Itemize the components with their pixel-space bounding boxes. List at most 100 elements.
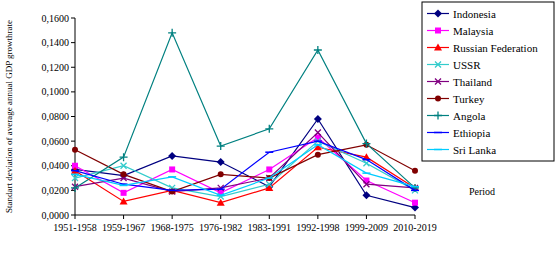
legend-label: Angola	[453, 110, 486, 122]
x-tick	[415, 215, 416, 219]
marker	[168, 190, 176, 192]
legend-line	[427, 132, 449, 133]
y-tick	[71, 42, 75, 43]
y-tick-label: 0,0000	[42, 210, 70, 221]
x-tick	[317, 215, 318, 219]
marker	[315, 152, 321, 158]
legend-label: Malaysia	[453, 25, 493, 37]
x-axis	[75, 215, 415, 216]
y-axis-label: Standart deviation of average annual GDP…	[4, 20, 14, 213]
series-line	[75, 141, 415, 190]
x-axis-label: Period	[469, 186, 495, 197]
legend-label: USSR	[453, 59, 481, 71]
marker	[314, 144, 322, 146]
legend-label: Ethiopia	[453, 127, 490, 139]
marker	[362, 140, 370, 148]
x-tick	[220, 215, 221, 219]
marker	[71, 174, 79, 176]
series-line	[75, 119, 415, 208]
marker	[265, 125, 273, 133]
legend-marker	[434, 112, 442, 120]
y-tick	[71, 91, 75, 92]
marker	[121, 171, 127, 177]
marker	[266, 166, 272, 172]
x-tick-label: 1983-1991	[248, 222, 291, 233]
marker	[362, 159, 370, 161]
y-tick	[71, 67, 75, 68]
legend: Indonesia Malaysia Russian Federation USSR T…	[422, 2, 554, 161]
x-tick-label: 1951-1958	[53, 222, 96, 233]
legend-line	[427, 149, 449, 150]
marker	[314, 140, 322, 142]
legend-marker	[434, 149, 442, 151]
y-tick-label: 0,1200	[42, 62, 70, 73]
marker	[314, 46, 322, 54]
marker	[411, 186, 419, 188]
marker	[411, 190, 419, 192]
legend-label: Thailand	[453, 76, 493, 88]
legend-label: Sri Lanka	[453, 144, 496, 156]
marker	[71, 167, 79, 174]
y-tick-label: 0,0800	[42, 111, 70, 122]
marker	[266, 181, 272, 187]
y-tick	[71, 18, 75, 19]
marker	[265, 151, 273, 153]
marker	[314, 115, 322, 123]
y-tick-label: 0,1600	[42, 13, 70, 24]
series-line	[75, 133, 415, 192]
series-line	[75, 33, 415, 188]
marker	[72, 147, 78, 153]
marker	[71, 170, 79, 172]
marker	[265, 177, 273, 179]
legend-marker	[434, 44, 442, 51]
legend-marker	[434, 132, 442, 134]
series-line	[75, 137, 415, 202]
marker	[72, 175, 78, 181]
y-tick-label: 0,1400	[42, 37, 70, 48]
marker	[121, 190, 127, 196]
legend-marker	[435, 28, 441, 34]
marker	[120, 185, 128, 187]
marker	[362, 191, 370, 199]
marker	[217, 142, 225, 150]
x-tick	[172, 215, 173, 219]
chart: 0,0000 0,0200 0,0400 0,0600 0,0800 0,1000 0,12…	[0, 0, 557, 267]
plot-area	[71, 29, 419, 212]
marker	[169, 166, 175, 172]
x-tick-label: 1976-1982	[199, 222, 242, 233]
marker	[217, 158, 225, 166]
marker	[217, 188, 225, 190]
marker	[412, 200, 418, 206]
series-line	[75, 145, 415, 195]
y-tick-label: 0,0600	[42, 136, 70, 147]
marker	[362, 153, 370, 160]
y-tick-label: 0,1000	[42, 86, 70, 97]
y-tick-label: 0,0200	[42, 185, 70, 196]
legend-label: Russian Federation	[453, 42, 538, 54]
x-tick	[123, 215, 124, 219]
marker	[363, 181, 369, 187]
y-tick	[71, 116, 75, 117]
legend-marker	[435, 62, 441, 68]
series-line	[75, 147, 415, 202]
legend-marker	[434, 10, 442, 18]
marker	[412, 168, 418, 174]
marker	[168, 176, 176, 178]
y-tick	[71, 141, 75, 142]
marker	[169, 185, 175, 191]
marker	[217, 195, 225, 197]
marker	[362, 172, 370, 174]
x-tick	[269, 215, 270, 219]
marker	[168, 152, 176, 160]
legend-marker	[435, 79, 441, 85]
legend-label: Indonesia	[453, 8, 496, 20]
marker	[217, 199, 225, 206]
x-tick-label: 1968-1975	[150, 222, 193, 233]
marker	[120, 197, 128, 204]
y-tick-label: 0,0400	[42, 160, 70, 171]
marker	[315, 130, 321, 136]
legend-box	[422, 2, 554, 161]
x-tick-label: 1992-1998	[296, 222, 339, 233]
y-tick	[71, 215, 75, 216]
marker	[315, 138, 321, 144]
